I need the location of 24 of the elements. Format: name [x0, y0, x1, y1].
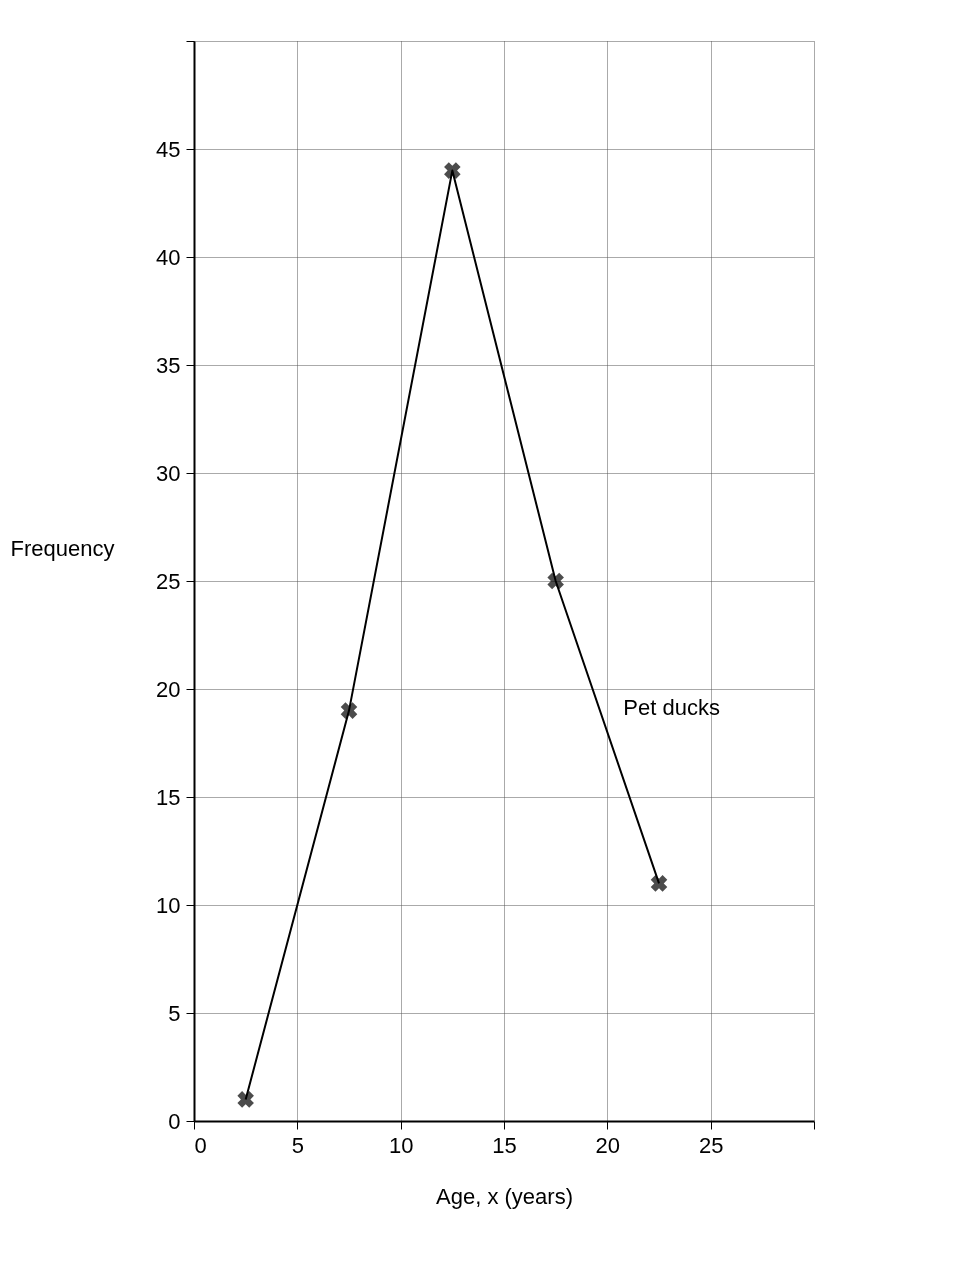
- point: [444, 162, 461, 179]
- x-tick-label: 0: [194, 1132, 207, 1158]
- x-tick-label: 20: [595, 1132, 621, 1158]
- y-tick-label: 10: [156, 892, 181, 918]
- point: [650, 875, 668, 892]
- y-tick-label: 30: [156, 460, 181, 486]
- x-tick-label: 10: [388, 1132, 414, 1158]
- y-tick-label: 20: [156, 676, 181, 702]
- y-tick-label: 15: [156, 784, 181, 810]
- x-axis-title: Age, x (years): [436, 1183, 573, 1209]
- point: [547, 572, 564, 590]
- y-axis-title: Frequency: [10, 536, 115, 562]
- y-tick-label: 35: [156, 352, 181, 378]
- x-tick-label: 5: [291, 1132, 304, 1158]
- point: [340, 702, 358, 719]
- y-tick-label: 45: [156, 136, 181, 162]
- series-label: Pet ducks: [623, 695, 720, 721]
- x-tick-label: 15: [492, 1132, 517, 1158]
- y-tick-label: 5: [168, 1000, 181, 1026]
- point: [237, 1091, 254, 1108]
- x-tick-label: 25: [698, 1132, 724, 1158]
- y-tick-label: 0: [168, 1108, 181, 1134]
- y-tick-label: 40: [156, 244, 181, 270]
- y-tick-label: 25: [156, 568, 181, 594]
